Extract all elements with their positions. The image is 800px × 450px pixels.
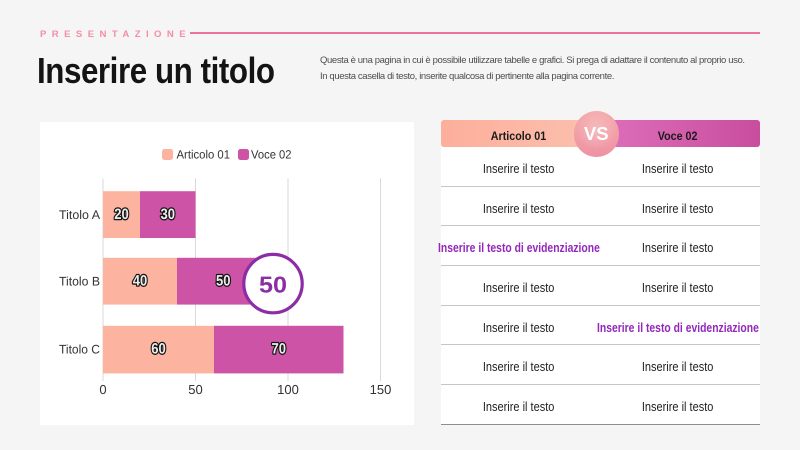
svg-text:30: 30 xyxy=(160,206,175,223)
svg-text:Titolo A: Titolo A xyxy=(59,208,101,222)
svg-text:20: 20 xyxy=(114,206,129,223)
svg-text:50: 50 xyxy=(259,272,287,298)
svg-text:40: 40 xyxy=(133,273,148,290)
svg-text:Titolo C: Titolo C xyxy=(59,343,100,357)
svg-text:0: 0 xyxy=(99,382,106,397)
svg-text:150: 150 xyxy=(370,382,392,397)
svg-text:100: 100 xyxy=(277,382,299,397)
svg-text:Titolo B: Titolo B xyxy=(59,275,100,289)
svg-text:Articolo 01: Articolo 01 xyxy=(177,148,231,162)
svg-text:50: 50 xyxy=(216,273,231,290)
svg-text:60: 60 xyxy=(151,341,166,358)
svg-text:50: 50 xyxy=(188,382,202,397)
svg-text:70: 70 xyxy=(271,341,286,358)
svg-text:Voce 02: Voce 02 xyxy=(251,148,292,162)
